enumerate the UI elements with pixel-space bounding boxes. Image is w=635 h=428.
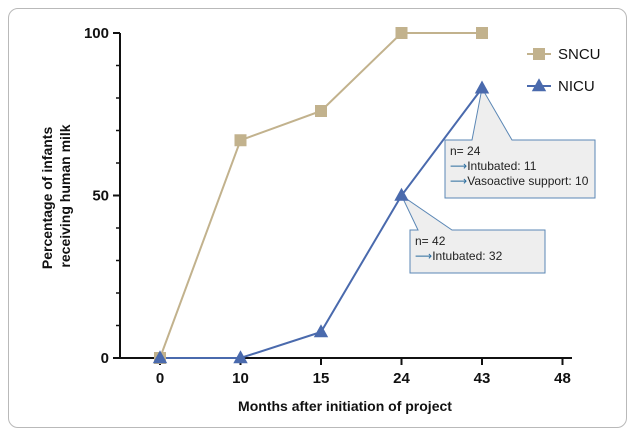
annotation-line: n= 42	[415, 234, 446, 248]
sncu-point	[395, 27, 408, 39]
legend-label-sncu: SNCU	[558, 46, 601, 63]
annotation-callout: n= 24⟶Intubated: 11⟶Vasoactive support: …	[444, 86, 596, 199]
annotation-text: Intubated: 11	[467, 159, 536, 173]
nicu-point	[152, 350, 168, 364]
series-lines	[159, 32, 483, 359]
callout-box	[444, 86, 596, 199]
annotation-callout: n= 42⟶Intubated: 32	[400, 194, 546, 274]
annotation-text: Vasoactive support: 10	[467, 174, 589, 188]
nicu-point	[313, 324, 329, 338]
x-axis-title: Months after initiation of project	[238, 398, 452, 414]
nicu-point	[474, 80, 490, 94]
x-tick-label: 0	[156, 370, 164, 387]
arrow-icon: ⟶	[415, 249, 432, 263]
axes: 0 50 100 0 10 15 24 43 48	[84, 25, 572, 387]
x-tick-label: 15	[313, 370, 330, 387]
x-tick-label: 24	[393, 370, 410, 387]
annotation-line: ⟶Intubated: 11	[450, 159, 537, 173]
annotation-text: Intubated: 32	[432, 249, 502, 263]
y-axis-title-line-2: receiving human milk	[57, 124, 73, 267]
sncu-line	[159, 32, 482, 359]
sncu-point	[234, 134, 247, 147]
y-tick-label: 100	[84, 25, 109, 42]
annotations: n= 24⟶Intubated: 11⟶Vasoactive support: …	[400, 86, 596, 274]
x-tick-label: 43	[474, 370, 491, 387]
y-axis-title-line-1: Percentage of infants	[39, 127, 55, 270]
y-tick-label: 50	[92, 188, 109, 205]
arrow-icon: ⟶	[450, 174, 467, 188]
annotation-text: n= 42	[415, 234, 446, 248]
legend-label-nicu: NICU	[558, 78, 595, 95]
callout-box	[400, 194, 546, 274]
nicu-point	[233, 350, 248, 364]
annotation-text: n= 24	[450, 144, 481, 158]
sncu-point	[476, 27, 488, 39]
legend-marker-sncu	[533, 48, 545, 60]
annotation-line: ⟶Vasoactive support: 10	[450, 174, 589, 188]
annotation-line: ⟶Intubated: 32	[415, 249, 503, 263]
legend: SNCU NICU	[527, 46, 601, 95]
arrow-icon: ⟶	[450, 159, 467, 173]
y-tick-label: 0	[101, 350, 109, 367]
y-axis-title: Percentage of infants receiving human mi…	[39, 123, 73, 269]
x-tick-label: 48	[554, 370, 571, 387]
x-tick-label: 10	[232, 370, 249, 387]
series-markers	[152, 27, 490, 364]
annotation-line: n= 24	[450, 144, 481, 158]
nicu-point	[394, 187, 409, 201]
legend-marker-nicu	[531, 78, 547, 92]
sncu-point	[315, 105, 327, 117]
